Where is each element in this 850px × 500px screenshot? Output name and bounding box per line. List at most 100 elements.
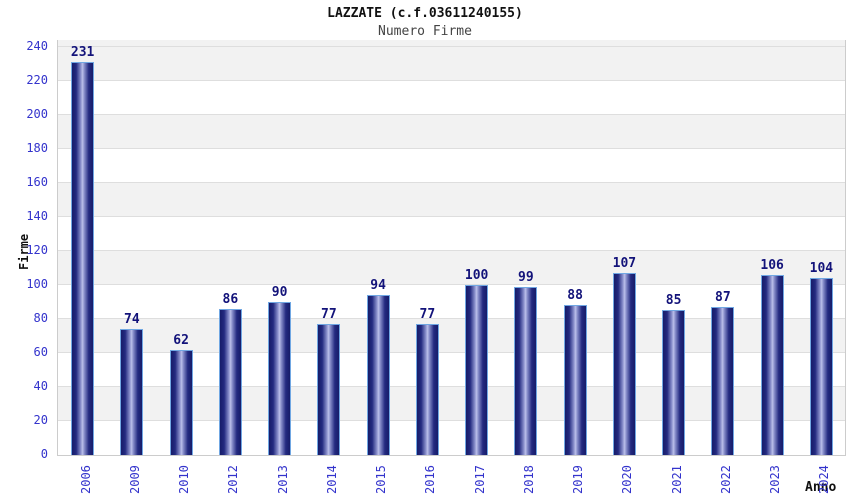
x-tick-label: 2020 (620, 465, 635, 494)
bar-value-label: 107 (612, 256, 637, 271)
x-tick-label: 2023 (768, 465, 783, 494)
bar-value-label: 104 (809, 261, 834, 276)
bar-2022 (711, 307, 735, 455)
bar-value-label: 74 (124, 312, 140, 327)
y-tick-label: 140 (26, 209, 48, 223)
bar-slot-2012: 86 (218, 41, 242, 455)
y-tick-label: 40 (33, 379, 48, 393)
gridline (58, 284, 845, 285)
x-tick-label: 2018 (521, 465, 536, 494)
x-tick-label: 2012 (226, 465, 241, 494)
bar-value-label: 77 (419, 307, 436, 322)
bar-value-label: 88 (567, 288, 583, 303)
plot-band (58, 251, 845, 285)
gridline (58, 420, 845, 421)
bar-slot-2017: 100 (465, 41, 488, 455)
bar-2021 (662, 310, 686, 455)
y-tick-label: 80 (33, 311, 48, 325)
gridline (58, 318, 845, 319)
chart-subtitle: Numero Firme (378, 24, 472, 39)
bar-value-label: 106 (760, 258, 784, 273)
bar-2015 (366, 295, 390, 455)
plot-band (58, 217, 845, 251)
plot-area: 231 74 62 86 90 77 94 77 100 99 88 107 85 87 106 104 (57, 40, 846, 456)
y-tick-label: 60 (33, 345, 48, 359)
x-tick-label: 2006 (78, 465, 93, 494)
plot-band (58, 47, 845, 81)
bar-slot-2023: 106 (760, 41, 784, 455)
bar-value-label: 100 (464, 268, 489, 283)
x-tick-label: 2021 (669, 465, 684, 494)
gridline (58, 250, 845, 251)
x-tick-label: 2009 (127, 465, 142, 494)
x-tick-label: 2019 (571, 465, 586, 494)
bar-2017 (465, 285, 489, 455)
chart-title: LAZZATE (c.f.03611240155) (327, 6, 523, 21)
gridline (58, 46, 845, 47)
gridline (58, 352, 845, 353)
bar-2006 (71, 62, 95, 455)
bar-slot-2016: 77 (415, 41, 439, 455)
y-tick-label: 200 (26, 107, 48, 121)
bar-value-label: 77 (321, 307, 337, 322)
bar-slot-2013: 90 (268, 41, 292, 455)
bar-2013 (268, 302, 292, 455)
bar-2012 (218, 309, 242, 455)
bar-value-label: 231 (70, 45, 95, 60)
bar-slot-2022: 87 (711, 41, 735, 455)
bar-value-label: 94 (370, 278, 386, 293)
bar-slot-2015: 94 (366, 41, 390, 455)
bar-2024 (809, 278, 833, 455)
bar-2014 (317, 324, 341, 455)
y-tick-label: 160 (26, 175, 48, 189)
bar-slot-2018: 99 (514, 41, 538, 455)
x-tick-label: 2017 (472, 465, 487, 494)
x-tick-label: 2010 (177, 465, 192, 494)
bar-value-label: 87 (715, 290, 731, 305)
bar-2010 (169, 350, 193, 455)
y-tick-label: 240 (26, 39, 48, 53)
x-tick-label: 2024 (817, 465, 832, 494)
plot-band (58, 183, 845, 217)
bar-value-label: 90 (271, 285, 288, 300)
gridline (58, 182, 845, 183)
plot-band (58, 40, 845, 47)
bar-value-label: 86 (222, 292, 239, 307)
x-axis-title: Anno (805, 480, 837, 495)
bar-slot-2010: 62 (169, 41, 193, 455)
bar-slot-2006: 231 (71, 41, 94, 455)
y-tick-label: 0 (40, 447, 48, 461)
x-tick-label: 2022 (718, 465, 733, 494)
bar-slot-2024: 104 (810, 41, 833, 455)
bar-value-label: 62 (173, 333, 189, 348)
x-tick-label: 2014 (324, 465, 339, 494)
bar-2020 (612, 273, 636, 455)
bar-slot-2021: 85 (662, 41, 686, 455)
plot-band (58, 81, 845, 115)
gridline (58, 80, 845, 81)
plot-band (58, 115, 845, 149)
plot-band (58, 149, 845, 183)
y-tick-label: 220 (26, 73, 48, 87)
bar-2018 (514, 287, 538, 455)
y-tick-label: 120 (26, 243, 48, 257)
x-tick-label: 2016 (423, 465, 438, 494)
bar-value-label: 85 (665, 293, 682, 308)
bar-slot-2009: 74 (120, 41, 144, 455)
bar-2023 (760, 275, 784, 455)
x-tick-label: 2013 (275, 465, 290, 494)
bar-value-label: 99 (518, 270, 534, 285)
bar-slot-2020: 107 (613, 41, 636, 455)
gridline (58, 148, 845, 149)
bar-2019 (563, 305, 587, 455)
bar-2009 (120, 329, 144, 455)
bar-2016 (415, 324, 439, 455)
y-tick-label: 20 (33, 413, 48, 427)
y-tick-label: 180 (26, 141, 48, 155)
gridline (58, 114, 845, 115)
bar-slot-2014: 77 (317, 41, 341, 455)
gridline (58, 386, 845, 387)
gridline (58, 216, 845, 217)
bar-slot-2019: 88 (563, 41, 587, 455)
